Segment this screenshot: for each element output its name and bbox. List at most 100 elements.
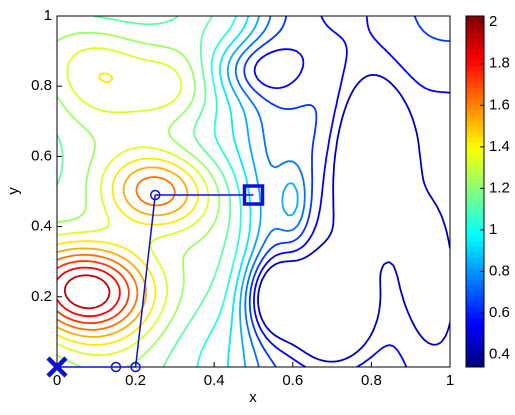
- colorbar-cell: [466, 317, 484, 324]
- contour-field: [57, 16, 450, 367]
- colorbar-cell: [466, 224, 484, 231]
- colorbar-cell: [466, 323, 484, 330]
- colorbar-cell: [466, 229, 484, 236]
- waypoint-marker: [110, 361, 122, 373]
- contour-line: [57, 72, 199, 346]
- colorbar-tick-label: 0.6: [489, 304, 510, 321]
- x-tick-label: 0.6: [282, 372, 303, 389]
- x-axis-label: x: [249, 389, 257, 406]
- colorbar-cell: [466, 21, 484, 28]
- colorbar-tick-label: 1.8: [489, 55, 510, 72]
- contour-line: [57, 31, 221, 367]
- colorbar-cell: [466, 180, 484, 187]
- path-line: [57, 194, 254, 368]
- contour-line: [243, 16, 450, 367]
- colorbar-cell: [466, 153, 484, 160]
- colorbar-cell: [466, 142, 484, 149]
- colorbar-cell: [466, 301, 484, 308]
- colorbar-cell: [466, 240, 484, 247]
- colorbar-cell: [466, 70, 484, 77]
- colorbar-cell: [466, 65, 484, 72]
- colorbar-cell: [466, 103, 484, 110]
- colorbar-cell: [466, 262, 484, 269]
- colorbar-tick-label: 2: [489, 13, 497, 30]
- contour-line: [226, 16, 299, 367]
- y-tick-label: 0.6: [31, 147, 52, 164]
- colorbar: 0.4 0.6 0.8 1 1.2 1.4 1.6 1.8 2: [465, 13, 510, 368]
- colorbar-tick-label: 0.8: [489, 262, 510, 279]
- colorbar-cell: [466, 81, 484, 88]
- colorbar-cell: [466, 312, 484, 319]
- colorbar-cell: [466, 356, 484, 363]
- colorbar-cell: [466, 169, 484, 176]
- colorbar-tick-label: 1: [489, 221, 497, 238]
- colorbar-cell: [466, 26, 484, 33]
- colorbar-cell: [466, 218, 484, 225]
- colorbar-cell: [466, 164, 484, 171]
- colorbar-tick-label: 0.4: [489, 346, 510, 363]
- plot-frame: [56, 15, 451, 368]
- colorbar-frame: [465, 15, 485, 368]
- contour-line: [234, 16, 306, 367]
- contour-line: [57, 16, 232, 367]
- x-tick-label: 0.4: [204, 372, 225, 389]
- colorbar-cell: [466, 98, 484, 105]
- colorbar-cell: [466, 175, 484, 182]
- start-marker: [242, 184, 265, 206]
- colorbar-cell: [466, 92, 484, 99]
- colorbar-cell: [466, 257, 484, 264]
- colorbar-cell: [466, 125, 484, 132]
- colorbar-cell: [466, 76, 484, 83]
- colorbar-cell: [466, 339, 484, 346]
- x-tick-label: 1: [446, 372, 454, 389]
- colorbar-cell: [466, 246, 484, 253]
- colorbar-cell: [466, 268, 484, 275]
- colorbar-cell: [466, 109, 484, 116]
- colorbar-cell: [466, 43, 484, 50]
- colorbar-cell: [466, 328, 484, 335]
- colorbar-cell: [466, 334, 484, 341]
- colorbar-cell: [466, 306, 484, 313]
- colorbar-cell: [466, 213, 484, 220]
- end-marker: [46, 356, 68, 378]
- colorbar-cell: [466, 147, 484, 154]
- contour-line: [257, 74, 450, 363]
- colorbar-cell: [466, 207, 484, 214]
- colorbar-cell: [466, 59, 484, 66]
- contour-line: [57, 260, 130, 324]
- x-tick-label: 0.8: [361, 372, 382, 389]
- colorbar-cell: [466, 251, 484, 258]
- colorbar-cell: [466, 186, 484, 192]
- colorbar-cell: [466, 120, 484, 127]
- colorbar-cell: [466, 191, 484, 198]
- colorbar-cell: [466, 114, 484, 121]
- contour-line: [57, 47, 210, 356]
- x-tick-label: 0: [53, 372, 61, 389]
- colorbar-cell: [466, 235, 484, 242]
- colorbar-tick-label: 1.4: [489, 138, 510, 155]
- colorbar-cell: [466, 54, 484, 61]
- colorbar-cell: [466, 32, 484, 39]
- contour-line: [219, 16, 252, 367]
- contour-line: [253, 16, 450, 367]
- colorbar-cell: [466, 37, 484, 44]
- y-tick-label: 0.8: [31, 77, 52, 94]
- y-tick-label: 0.2: [31, 288, 52, 305]
- x-tick-label: 0.2: [125, 372, 146, 389]
- waypoint-marker: [130, 361, 141, 373]
- contour-line: [57, 166, 189, 338]
- colorbar-tick-label: 1.2: [489, 179, 510, 196]
- colorbar-cell: [466, 295, 484, 302]
- colorbar-tick-label: 1.6: [489, 96, 510, 113]
- contour-line: [64, 274, 111, 310]
- y-tick-label: 0.4: [31, 218, 52, 235]
- colorbar-cell: [466, 279, 484, 286]
- colorbar-cell: [466, 290, 484, 297]
- colorbar-cell: [466, 16, 484, 22]
- colorbar-cell: [466, 136, 484, 143]
- colorbar-cell: [466, 350, 484, 357]
- contour-line: [57, 176, 176, 331]
- y-axis-label: y: [5, 187, 22, 195]
- waypoint-marker: [150, 189, 161, 201]
